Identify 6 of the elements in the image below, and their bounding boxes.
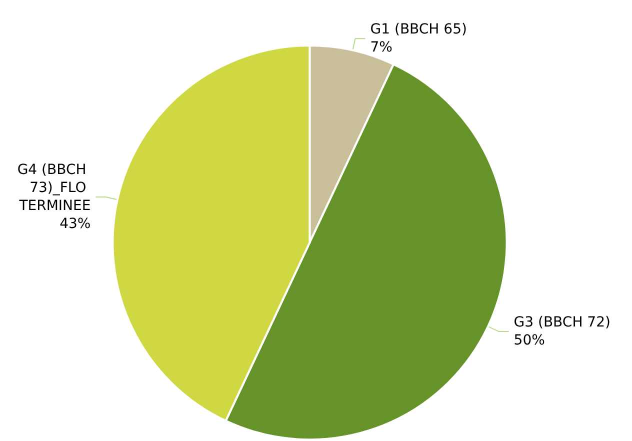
data-label: 7% xyxy=(370,40,392,56)
slice-label: G4 (BBCH 73)_FLO TERMINEE xyxy=(17,162,91,214)
data-label: 43% xyxy=(60,216,91,232)
slice-label: G3 (BBCH 72) xyxy=(514,314,610,331)
data-label: 50% xyxy=(514,332,545,349)
slice-label: G1 (BBCH 65) xyxy=(370,22,467,38)
